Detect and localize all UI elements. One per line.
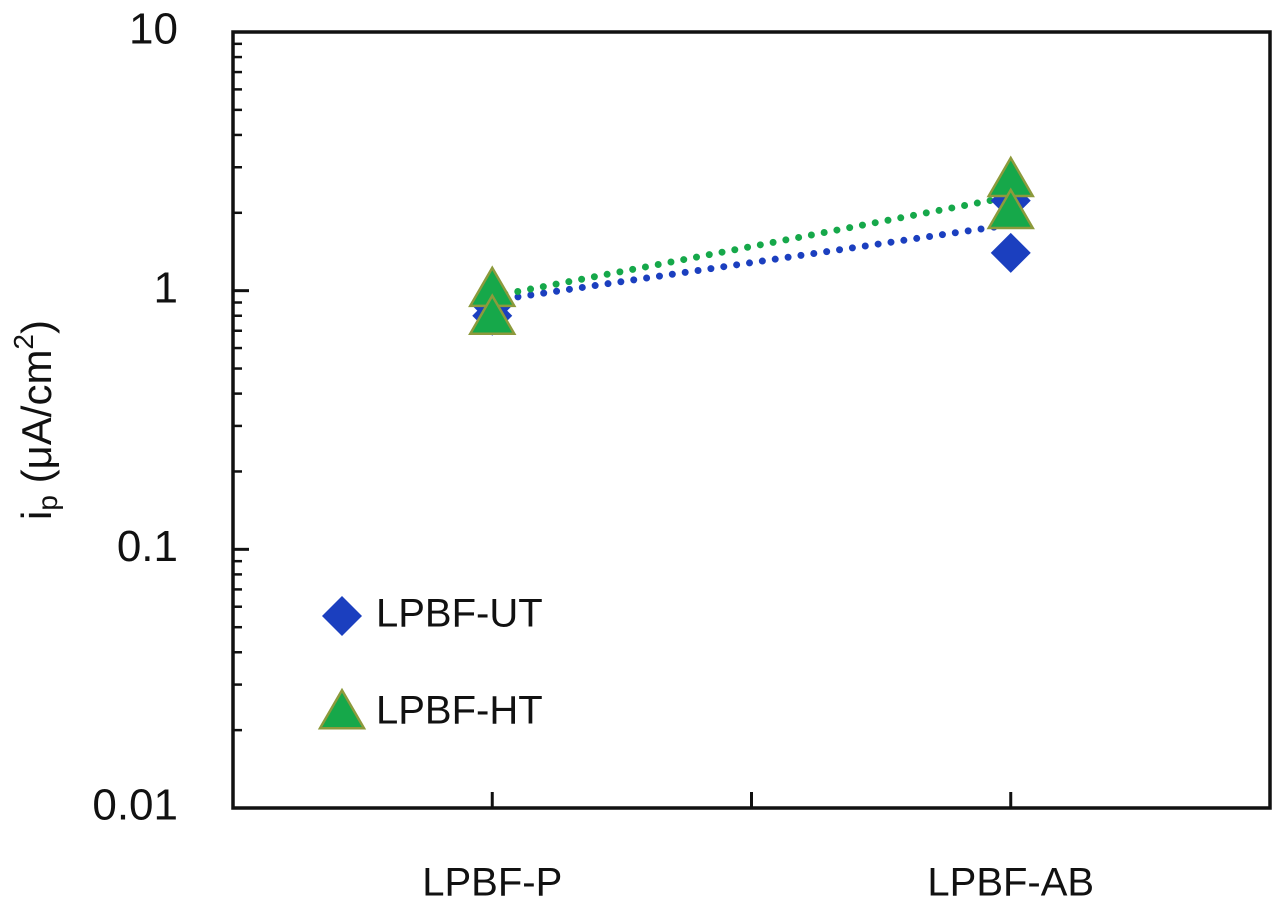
y-tick-label: 10 <box>129 5 178 54</box>
y-label-main: i <box>13 511 60 520</box>
y-label-end: ) <box>13 320 60 334</box>
legend-marker <box>317 687 367 730</box>
legend-label: LPBF-UT <box>376 592 543 636</box>
data-point <box>986 187 1035 230</box>
y-tick-label: 1 <box>154 263 178 312</box>
x-tick-label: LPBF-P <box>422 861 562 905</box>
trendline <box>488 221 1015 305</box>
legend-marker <box>322 596 362 636</box>
y-tick-label: 0.01 <box>92 781 178 830</box>
data-point <box>990 232 1031 273</box>
x-tick-label: LPBF-AB <box>927 861 1094 905</box>
y-label-rest: (μA/cm <box>13 350 60 496</box>
trendline <box>488 193 1015 300</box>
legend-label: LPBF-HT <box>376 689 543 733</box>
y-axis-label: ip (μA/cm2) <box>8 320 63 520</box>
plot-frame <box>231 30 1272 810</box>
y-label-sub: p <box>32 495 63 511</box>
y-label-sup: 2 <box>8 334 39 350</box>
data-point <box>468 293 517 336</box>
y-tick-label: 0.1 <box>117 522 178 571</box>
